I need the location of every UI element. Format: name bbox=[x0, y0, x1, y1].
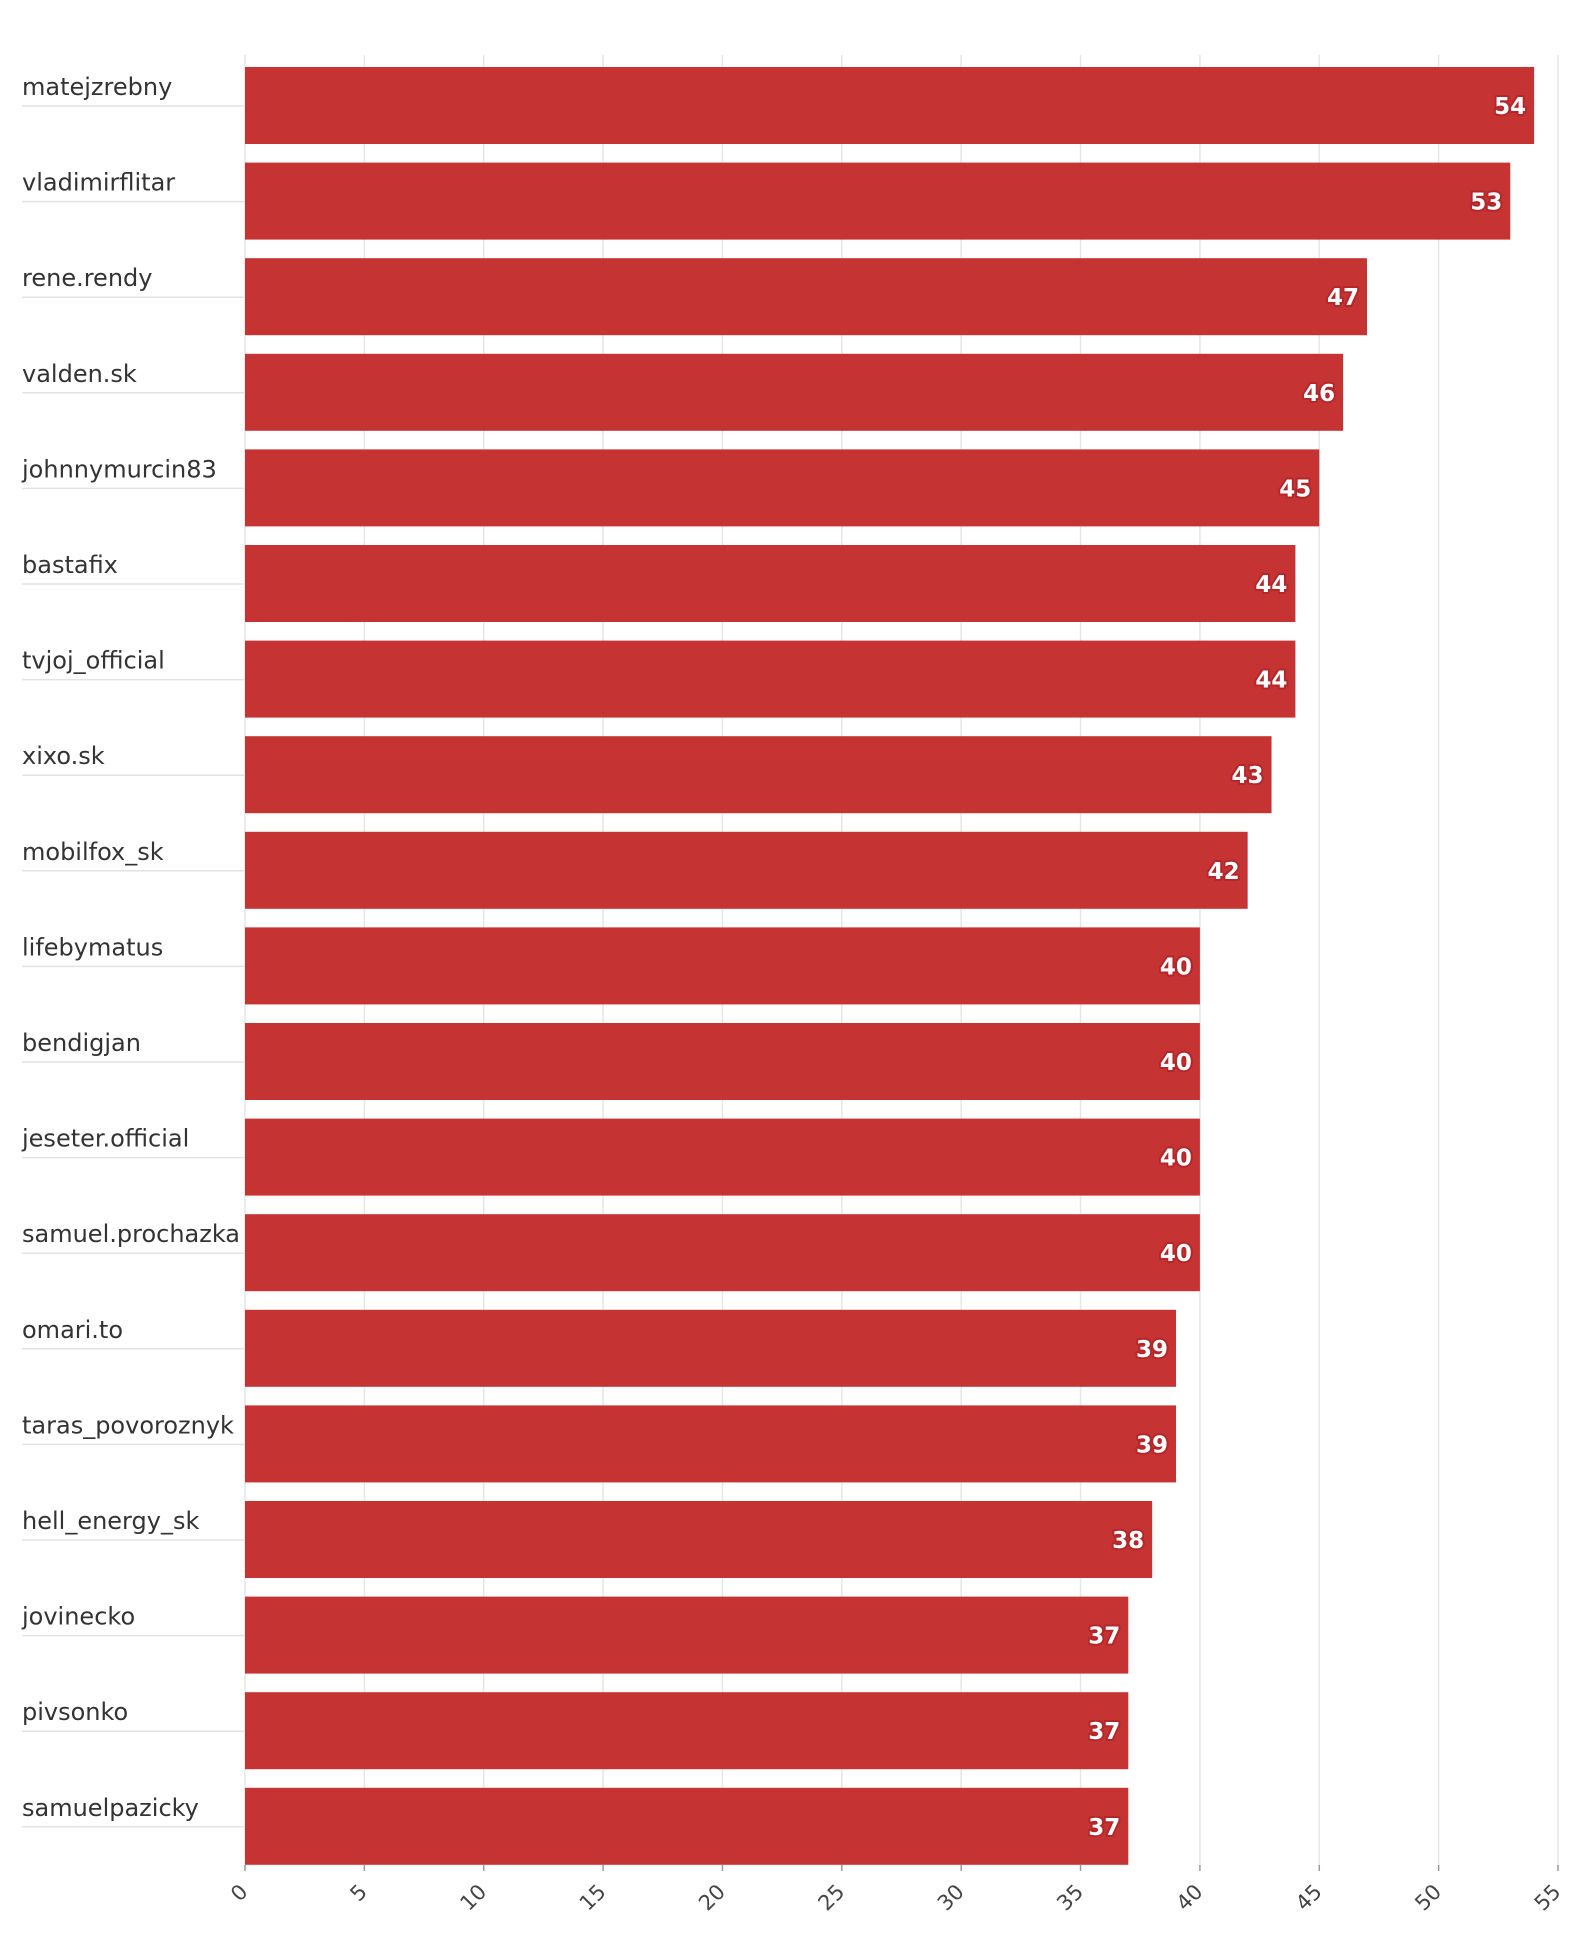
bar-jeseter.official bbox=[245, 1118, 1200, 1196]
value-label: 53 bbox=[1470, 190, 1502, 216]
x-tick-label: 30 bbox=[933, 1880, 969, 1916]
value-label: 39 bbox=[1136, 1337, 1168, 1363]
category-label: pivsonko bbox=[22, 1698, 128, 1726]
value-label: 40 bbox=[1160, 954, 1192, 980]
category-label: vladimirflitar bbox=[22, 169, 175, 197]
value-label: 44 bbox=[1255, 668, 1287, 694]
x-tick-label: 15 bbox=[575, 1880, 611, 1916]
bar-samuelpazicky bbox=[245, 1787, 1129, 1865]
row-separators bbox=[22, 105, 245, 1828]
value-label: 43 bbox=[1232, 763, 1264, 789]
bar-tvjoj_official bbox=[245, 640, 1296, 718]
category-label: rene.rendy bbox=[22, 264, 152, 292]
bar-omari.to bbox=[245, 1309, 1177, 1387]
category-label: mobilfox_sk bbox=[22, 838, 164, 866]
bar-pivsonko bbox=[245, 1692, 1129, 1770]
bar-bastafix bbox=[245, 545, 1296, 622]
value-label: 37 bbox=[1088, 1624, 1120, 1650]
category-labels: matejzrebny vladimirflitar rene.rendy valde… bbox=[21, 73, 240, 1822]
bar-jovinecko bbox=[245, 1596, 1129, 1674]
x-tick-label: 45 bbox=[1291, 1880, 1327, 1916]
category-label: matejzrebny bbox=[22, 73, 172, 101]
category-label: jovinecko bbox=[21, 1603, 135, 1631]
category-label: lifebymatus bbox=[22, 933, 163, 961]
x-tick-label: 50 bbox=[1410, 1880, 1446, 1916]
x-tick-label: 35 bbox=[1052, 1880, 1088, 1916]
value-label: 37 bbox=[1088, 1719, 1120, 1745]
value-label: 45 bbox=[1279, 476, 1311, 502]
bar-vladimirflitar bbox=[245, 162, 1511, 240]
x-tick-label: 55 bbox=[1530, 1880, 1566, 1916]
category-label: samuel.prochazka bbox=[22, 1220, 240, 1248]
bar-lifebymatus bbox=[245, 927, 1200, 1005]
bar-mobilfox_sk bbox=[245, 831, 1248, 909]
category-label: hell_energy_sk bbox=[22, 1507, 199, 1535]
x-tick-label: 5 bbox=[345, 1880, 371, 1906]
bar-bendigjan bbox=[245, 1023, 1200, 1100]
category-label: bendigjan bbox=[22, 1029, 141, 1057]
bar-rene.rendy bbox=[245, 258, 1368, 336]
x-tick-label: 20 bbox=[694, 1880, 730, 1916]
value-label: 37 bbox=[1088, 1815, 1120, 1841]
value-label: 46 bbox=[1303, 381, 1335, 407]
bar-johnnymurcin83 bbox=[245, 449, 1320, 527]
value-label: 40 bbox=[1160, 1241, 1192, 1267]
bar-xixo.sk bbox=[245, 736, 1272, 814]
bar-matejzrebny bbox=[245, 67, 1535, 144]
value-label: 40 bbox=[1160, 1050, 1192, 1076]
category-label: omari.to bbox=[22, 1316, 123, 1344]
category-label: jeseter.official bbox=[21, 1125, 189, 1153]
category-label: johnnymurcin83 bbox=[21, 455, 217, 483]
bar-hell_energy_sk bbox=[245, 1501, 1153, 1578]
bar-taras_povoroznyk bbox=[245, 1405, 1177, 1483]
bars bbox=[245, 67, 1535, 1865]
category-label: bastafix bbox=[22, 551, 118, 579]
value-label: 42 bbox=[1208, 859, 1240, 885]
category-label: valden.sk bbox=[22, 360, 137, 388]
value-label: 47 bbox=[1327, 285, 1359, 311]
bar-samuel.prochazka bbox=[245, 1214, 1200, 1292]
value-label: 54 bbox=[1494, 94, 1526, 120]
x-tick-label: 10 bbox=[455, 1880, 491, 1916]
value-labels: 54 53 47 46 45 44 44 43 42 40 40 40 40 39 39 38 37 37 37 bbox=[1086, 92, 1528, 1843]
value-label: 39 bbox=[1136, 1432, 1168, 1458]
x-tick-label: 0 bbox=[226, 1880, 252, 1906]
x-tick-label: 25 bbox=[813, 1880, 849, 1916]
bar-valden.sk bbox=[245, 353, 1344, 431]
category-label: xixo.sk bbox=[22, 742, 105, 770]
category-label: taras_povoroznyk bbox=[22, 1411, 234, 1439]
x-tick-label: 40 bbox=[1172, 1880, 1208, 1916]
category-label: samuelpazicky bbox=[22, 1794, 199, 1822]
category-label: tvjoj_official bbox=[22, 647, 165, 675]
value-label: 38 bbox=[1112, 1528, 1144, 1554]
x-axis-tick-labels: 0 5 10 15 20 25 30 35 40 45 50 55 bbox=[226, 1865, 1566, 1916]
value-label: 44 bbox=[1255, 572, 1287, 598]
value-label: 40 bbox=[1160, 1146, 1192, 1172]
